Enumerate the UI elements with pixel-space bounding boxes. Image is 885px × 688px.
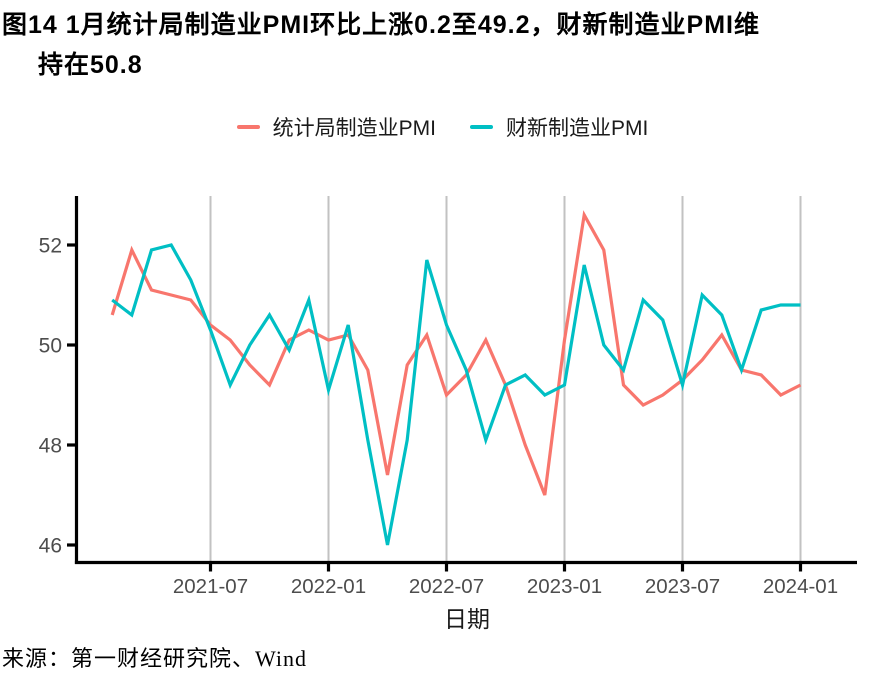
svg-text:2022-01: 2022-01 — [291, 575, 366, 598]
nbs-line-key-icon — [236, 124, 260, 130]
figure-title-line2: 持在50.8 — [38, 51, 143, 79]
svg-text:2021-07: 2021-07 — [173, 575, 248, 598]
chart-legend: 统计局制造业PMI 财新制造业PMI — [0, 113, 885, 141]
svg-text:46: 46 — [39, 535, 62, 558]
caixin-line-key-icon — [470, 124, 493, 130]
svg-text:2023-07: 2023-07 — [645, 575, 720, 598]
svg-text:2023-01: 2023-01 — [527, 575, 602, 598]
source-credit: 来源：第一财经研究院、Wind — [2, 646, 307, 671]
svg-text:48: 48 — [39, 435, 62, 458]
x-axis-title: 日期 — [444, 606, 490, 632]
legend-label-caixin: 财新制造业PMI — [506, 117, 649, 140]
legend-item-nbs: 统计局制造业PMI — [236, 112, 436, 142]
figure-title-line1: 图14 1月统计局制造业PMI环比上涨0.2至49.2，财新制造业PMI维 — [2, 11, 760, 39]
legend-item-caixin: 财新制造业PMI — [470, 112, 648, 142]
legend-label-nbs: 统计局制造业PMI — [272, 117, 436, 140]
series-line-0 — [110, 210, 802, 496]
svg-text:2024-01: 2024-01 — [763, 575, 838, 598]
svg-text:50: 50 — [39, 335, 62, 358]
svg-text:2022-07: 2022-07 — [409, 575, 484, 598]
series-line-1 — [111, 243, 801, 546]
svg-text:52: 52 — [39, 235, 62, 258]
